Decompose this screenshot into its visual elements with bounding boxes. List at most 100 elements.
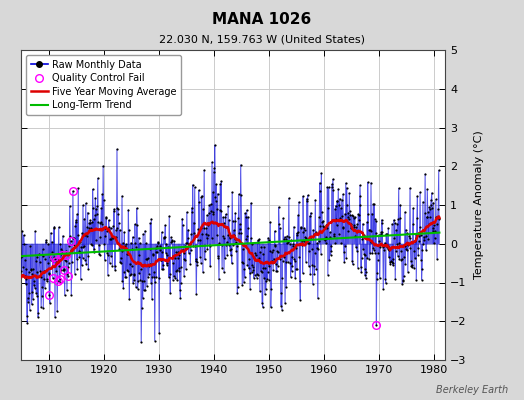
- Point: [113, 146, 121, 153]
- Point: [241, 210, 249, 217]
- Point: [41, 284, 49, 291]
- Point: [409, 205, 418, 211]
- Point: [180, 256, 189, 262]
- Point: [250, 255, 258, 262]
- Point: [71, 222, 79, 229]
- Point: [48, 275, 57, 281]
- Point: [324, 272, 332, 278]
- Point: [235, 230, 243, 237]
- Point: [269, 256, 278, 262]
- Point: [256, 288, 264, 294]
- Point: [307, 234, 315, 240]
- Point: [101, 257, 109, 263]
- Point: [149, 274, 158, 280]
- Point: [326, 229, 334, 235]
- Point: [212, 232, 221, 238]
- Point: [249, 275, 258, 281]
- Point: [93, 175, 102, 182]
- Point: [201, 256, 209, 263]
- Point: [141, 240, 150, 246]
- Point: [260, 274, 268, 281]
- Point: [386, 258, 394, 265]
- Point: [424, 209, 432, 215]
- Point: [178, 247, 186, 254]
- Point: [135, 252, 144, 258]
- Point: [125, 296, 134, 302]
- Point: [280, 234, 289, 240]
- Point: [201, 230, 210, 237]
- Point: [317, 170, 325, 176]
- Point: [23, 313, 31, 319]
- Point: [223, 252, 232, 258]
- Point: [55, 263, 63, 269]
- Point: [348, 258, 356, 264]
- Point: [189, 182, 197, 188]
- Point: [418, 247, 427, 253]
- Point: [63, 270, 72, 277]
- Text: Berkeley Earth: Berkeley Earth: [436, 385, 508, 395]
- Point: [270, 258, 278, 265]
- Point: [265, 277, 274, 283]
- Point: [72, 256, 81, 263]
- Point: [112, 234, 120, 241]
- Point: [324, 205, 332, 211]
- Point: [249, 264, 257, 270]
- Point: [325, 234, 334, 240]
- Point: [216, 208, 225, 214]
- Point: [434, 167, 443, 174]
- Point: [31, 258, 40, 264]
- Point: [228, 218, 237, 224]
- Point: [401, 260, 410, 267]
- Point: [61, 248, 70, 255]
- Point: [236, 225, 244, 232]
- Point: [345, 216, 353, 222]
- Point: [101, 233, 110, 240]
- Point: [39, 253, 47, 260]
- Point: [94, 219, 102, 225]
- Point: [67, 247, 75, 253]
- Point: [377, 216, 386, 223]
- Point: [417, 257, 425, 263]
- Point: [284, 239, 292, 245]
- Point: [230, 232, 238, 238]
- Point: [356, 193, 365, 200]
- Point: [395, 185, 403, 192]
- Point: [413, 214, 421, 221]
- Point: [190, 229, 198, 236]
- Point: [77, 276, 85, 282]
- Point: [144, 274, 152, 280]
- Point: [47, 257, 56, 263]
- Point: [361, 266, 369, 272]
- Point: [190, 220, 198, 226]
- Point: [163, 252, 171, 258]
- Point: [119, 269, 128, 276]
- Point: [310, 263, 318, 269]
- Point: [305, 213, 314, 219]
- Point: [353, 221, 362, 227]
- Point: [160, 234, 169, 240]
- Point: [237, 230, 246, 236]
- Point: [179, 222, 187, 228]
- Point: [109, 223, 117, 230]
- Point: [238, 282, 247, 288]
- Point: [366, 239, 375, 246]
- Point: [96, 220, 105, 226]
- Point: [206, 201, 215, 208]
- Point: [28, 289, 36, 296]
- Point: [103, 228, 111, 234]
- Point: [91, 195, 100, 201]
- Point: [21, 256, 29, 263]
- Point: [409, 221, 417, 228]
- Point: [387, 258, 395, 265]
- Point: [141, 287, 150, 293]
- Point: [108, 234, 117, 241]
- Point: [367, 179, 375, 186]
- Point: [134, 234, 143, 241]
- Point: [331, 240, 340, 246]
- Point: [157, 229, 166, 236]
- Point: [430, 222, 439, 228]
- Point: [272, 268, 281, 274]
- Point: [350, 215, 358, 221]
- Point: [105, 260, 114, 266]
- Point: [150, 338, 159, 344]
